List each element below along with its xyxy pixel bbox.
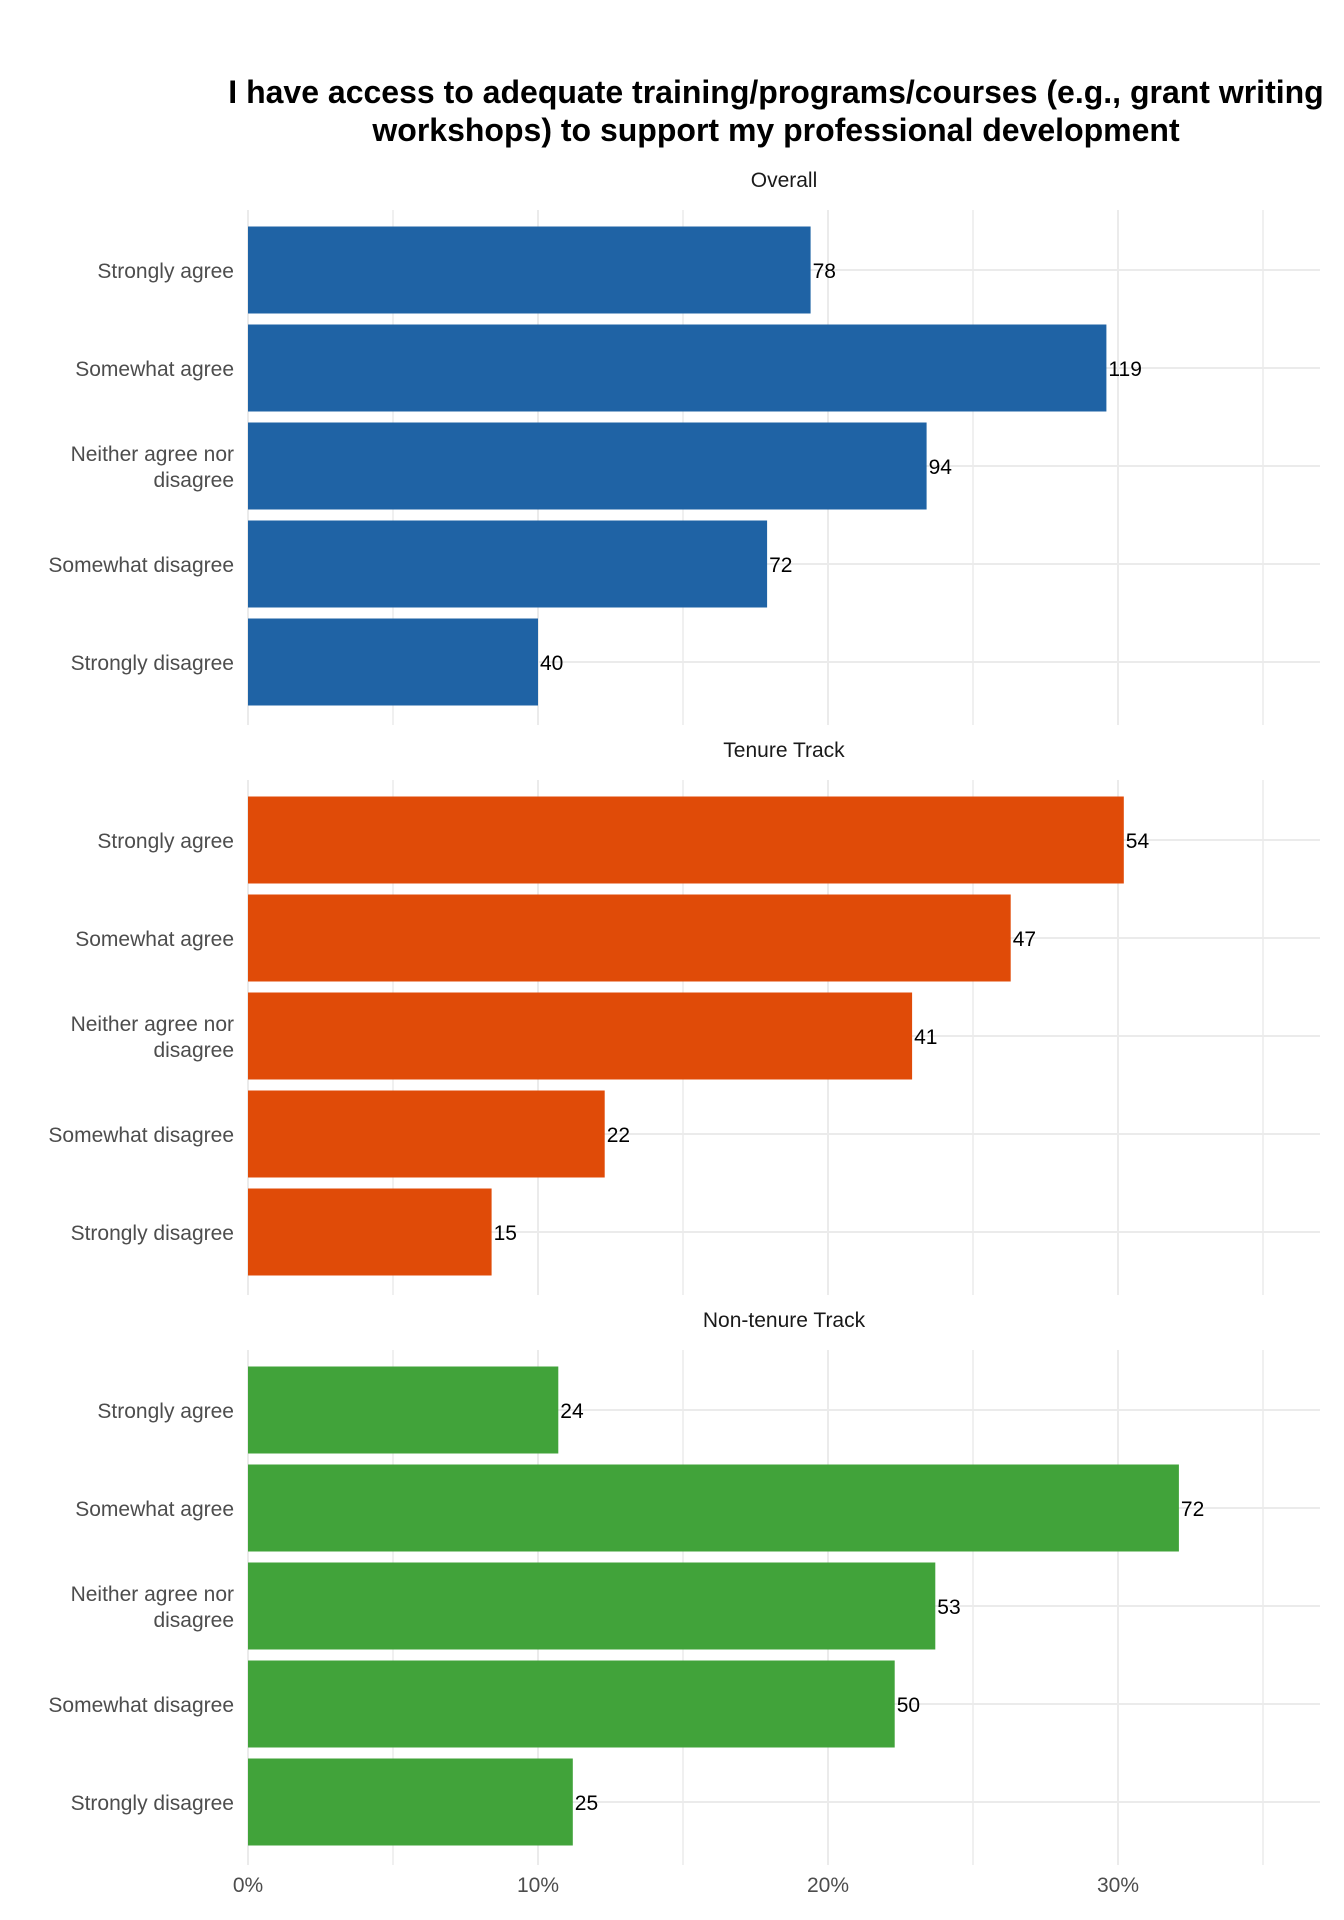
category-label: Somewhat agree bbox=[75, 928, 234, 951]
category-label: Strongly disagree bbox=[71, 1222, 234, 1245]
category-label: Neither agree nor disagree bbox=[71, 1583, 234, 1632]
bar bbox=[248, 618, 538, 706]
x-tick-label: 0% bbox=[233, 1874, 263, 1897]
category-label: Strongly agree bbox=[97, 830, 234, 853]
bar bbox=[248, 796, 1124, 884]
bar-value-label: 78 bbox=[813, 260, 836, 283]
bar bbox=[248, 422, 927, 510]
bar-value-label: 47 bbox=[1013, 928, 1036, 951]
bar-value-label: 24 bbox=[560, 1400, 584, 1423]
x-tick-label: 30% bbox=[1097, 1874, 1139, 1897]
category-label: Strongly disagree bbox=[71, 652, 234, 675]
bar bbox=[248, 1660, 895, 1748]
bar-value-label: 41 bbox=[914, 1026, 937, 1049]
chart-panels: Overall Strongly agree 78 Somewhat agree 119… bbox=[48, 169, 1320, 1865]
category-label: Somewhat disagree bbox=[48, 554, 234, 577]
bar bbox=[248, 894, 1011, 982]
bar bbox=[248, 1090, 605, 1178]
x-tick-label: 10% bbox=[517, 1874, 559, 1897]
bar-value-label: 22 bbox=[607, 1124, 630, 1147]
bar-value-label: 72 bbox=[769, 554, 792, 577]
bar-value-label: 40 bbox=[540, 652, 563, 675]
bar-value-label: 72 bbox=[1181, 1498, 1204, 1521]
bar bbox=[248, 992, 913, 1080]
bar bbox=[248, 1758, 573, 1846]
bar-value-label: 25 bbox=[575, 1792, 598, 1815]
bar-value-label: 94 bbox=[929, 456, 953, 479]
bar bbox=[248, 1562, 936, 1650]
category-label: Somewhat disagree bbox=[48, 1124, 234, 1147]
bar-value-label: 53 bbox=[937, 1596, 960, 1619]
bar bbox=[248, 324, 1107, 412]
category-label: Strongly disagree bbox=[71, 1792, 234, 1815]
bar bbox=[248, 1366, 559, 1454]
bar bbox=[248, 1464, 1179, 1552]
x-tick-label: 20% bbox=[807, 1874, 849, 1897]
chart-title-line-2: workshops) to support my professional de… bbox=[371, 112, 1180, 148]
category-label: Somewhat agree bbox=[75, 1498, 234, 1521]
category-label: Neither agree nor disagree bbox=[71, 443, 234, 492]
panel-title: Overall bbox=[751, 169, 818, 192]
panel-0: Overall Strongly agree 78 Somewhat agree 119… bbox=[48, 169, 1320, 725]
panel-title: Tenure Track bbox=[723, 739, 845, 762]
panel-1: Tenure Track Strongly agree 54 Somewhat agr… bbox=[48, 739, 1320, 1295]
bar bbox=[248, 226, 811, 314]
panel-title: Non-tenure Track bbox=[703, 1309, 866, 1332]
bar-value-label: 119 bbox=[1108, 358, 1141, 381]
category-label: Strongly agree bbox=[97, 260, 234, 283]
chart-title-line-1: I have access to adequate training/progr… bbox=[228, 74, 1323, 110]
category-label: Strongly agree bbox=[97, 1400, 234, 1423]
category-label: Somewhat agree bbox=[75, 358, 234, 381]
bar-value-label: 54 bbox=[1126, 830, 1150, 853]
bar bbox=[248, 1188, 492, 1276]
category-label: Neither agree nor disagree bbox=[71, 1013, 234, 1062]
x-axis: 0% 10% 20% 30% bbox=[233, 1874, 1139, 1897]
bar-value-label: 50 bbox=[897, 1694, 920, 1717]
category-label: Somewhat disagree bbox=[48, 1694, 234, 1717]
bar bbox=[248, 520, 768, 608]
bar-value-label: 15 bbox=[494, 1222, 517, 1245]
panel-2: Non-tenure Track Strongly agree 24 Somewhat… bbox=[48, 1309, 1320, 1865]
